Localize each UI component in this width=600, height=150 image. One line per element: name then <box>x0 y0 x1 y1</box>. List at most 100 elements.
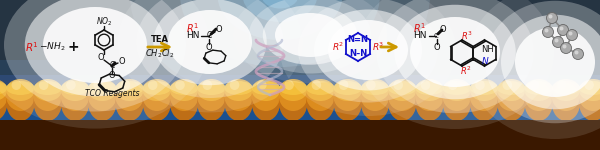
Ellipse shape <box>524 81 553 111</box>
Ellipse shape <box>143 79 171 101</box>
Ellipse shape <box>43 7 147 83</box>
Ellipse shape <box>88 83 116 121</box>
Ellipse shape <box>551 81 580 111</box>
Ellipse shape <box>218 0 343 40</box>
Ellipse shape <box>61 79 89 101</box>
Ellipse shape <box>197 81 226 111</box>
Ellipse shape <box>224 83 253 121</box>
Ellipse shape <box>475 80 485 90</box>
Ellipse shape <box>388 81 416 111</box>
Ellipse shape <box>557 80 566 90</box>
Ellipse shape <box>361 81 389 95</box>
Ellipse shape <box>39 80 49 90</box>
Ellipse shape <box>356 0 554 129</box>
Ellipse shape <box>115 83 144 121</box>
Text: TCO Reagents: TCO Reagents <box>85 90 139 99</box>
Ellipse shape <box>61 81 89 95</box>
Text: O: O <box>215 24 223 33</box>
Ellipse shape <box>61 81 89 111</box>
Ellipse shape <box>443 83 471 121</box>
Ellipse shape <box>361 79 389 101</box>
Text: N–N: N–N <box>349 50 367 58</box>
Ellipse shape <box>279 83 308 121</box>
Ellipse shape <box>251 79 280 101</box>
Ellipse shape <box>115 81 144 111</box>
Ellipse shape <box>284 80 294 90</box>
Ellipse shape <box>361 83 389 121</box>
Ellipse shape <box>170 79 199 101</box>
Ellipse shape <box>257 80 266 90</box>
Ellipse shape <box>443 81 471 111</box>
Text: $R^2$: $R^2$ <box>332 41 344 53</box>
Ellipse shape <box>0 81 7 95</box>
Ellipse shape <box>175 80 185 90</box>
Ellipse shape <box>501 15 600 109</box>
Text: O: O <box>119 57 125 66</box>
Circle shape <box>557 24 569 36</box>
Ellipse shape <box>261 0 299 9</box>
Text: C: C <box>434 33 439 39</box>
Ellipse shape <box>115 79 144 101</box>
Text: $-NH_2$: $-NH_2$ <box>39 41 65 53</box>
Ellipse shape <box>4 0 186 111</box>
Text: $R^3$: $R^3$ <box>461 30 473 42</box>
Ellipse shape <box>249 0 371 74</box>
Ellipse shape <box>88 81 116 111</box>
Ellipse shape <box>328 20 408 80</box>
Ellipse shape <box>530 80 539 90</box>
Ellipse shape <box>470 79 499 101</box>
Ellipse shape <box>334 83 362 121</box>
Text: $NO_2$: $NO_2$ <box>96 16 112 28</box>
Text: C: C <box>206 32 212 40</box>
Ellipse shape <box>388 83 416 121</box>
Ellipse shape <box>551 83 580 121</box>
Ellipse shape <box>366 80 376 90</box>
Circle shape <box>560 27 563 30</box>
Ellipse shape <box>388 81 416 95</box>
Ellipse shape <box>334 79 362 101</box>
Ellipse shape <box>448 80 458 90</box>
Ellipse shape <box>470 83 499 121</box>
Ellipse shape <box>94 80 103 90</box>
Text: C: C <box>109 61 115 70</box>
Ellipse shape <box>203 80 212 90</box>
Ellipse shape <box>497 83 526 121</box>
Ellipse shape <box>415 83 444 121</box>
Ellipse shape <box>6 83 35 121</box>
Ellipse shape <box>524 83 553 121</box>
Text: O: O <box>109 72 115 81</box>
Ellipse shape <box>154 0 266 85</box>
Ellipse shape <box>443 81 471 95</box>
Ellipse shape <box>34 81 62 111</box>
Ellipse shape <box>0 83 7 121</box>
Ellipse shape <box>121 80 130 90</box>
Ellipse shape <box>170 81 199 111</box>
Ellipse shape <box>61 83 89 121</box>
Ellipse shape <box>470 81 499 95</box>
Ellipse shape <box>118 0 302 112</box>
Ellipse shape <box>410 17 500 87</box>
Circle shape <box>548 15 553 18</box>
Ellipse shape <box>224 81 253 95</box>
Ellipse shape <box>415 81 444 95</box>
Ellipse shape <box>34 83 62 121</box>
Ellipse shape <box>388 79 416 101</box>
Ellipse shape <box>551 81 580 95</box>
Ellipse shape <box>143 81 171 111</box>
Text: HN: HN <box>413 32 427 40</box>
Ellipse shape <box>579 81 600 95</box>
Text: $R^3$: $R^3$ <box>372 41 384 53</box>
Ellipse shape <box>25 0 165 96</box>
Ellipse shape <box>11 80 21 90</box>
Ellipse shape <box>311 80 321 90</box>
Ellipse shape <box>503 80 512 90</box>
Ellipse shape <box>0 79 7 101</box>
Ellipse shape <box>421 80 430 90</box>
Ellipse shape <box>197 81 226 95</box>
Ellipse shape <box>298 0 438 102</box>
Ellipse shape <box>6 81 35 95</box>
Ellipse shape <box>394 80 403 90</box>
Ellipse shape <box>148 80 157 90</box>
Ellipse shape <box>497 81 526 95</box>
Ellipse shape <box>361 81 389 111</box>
